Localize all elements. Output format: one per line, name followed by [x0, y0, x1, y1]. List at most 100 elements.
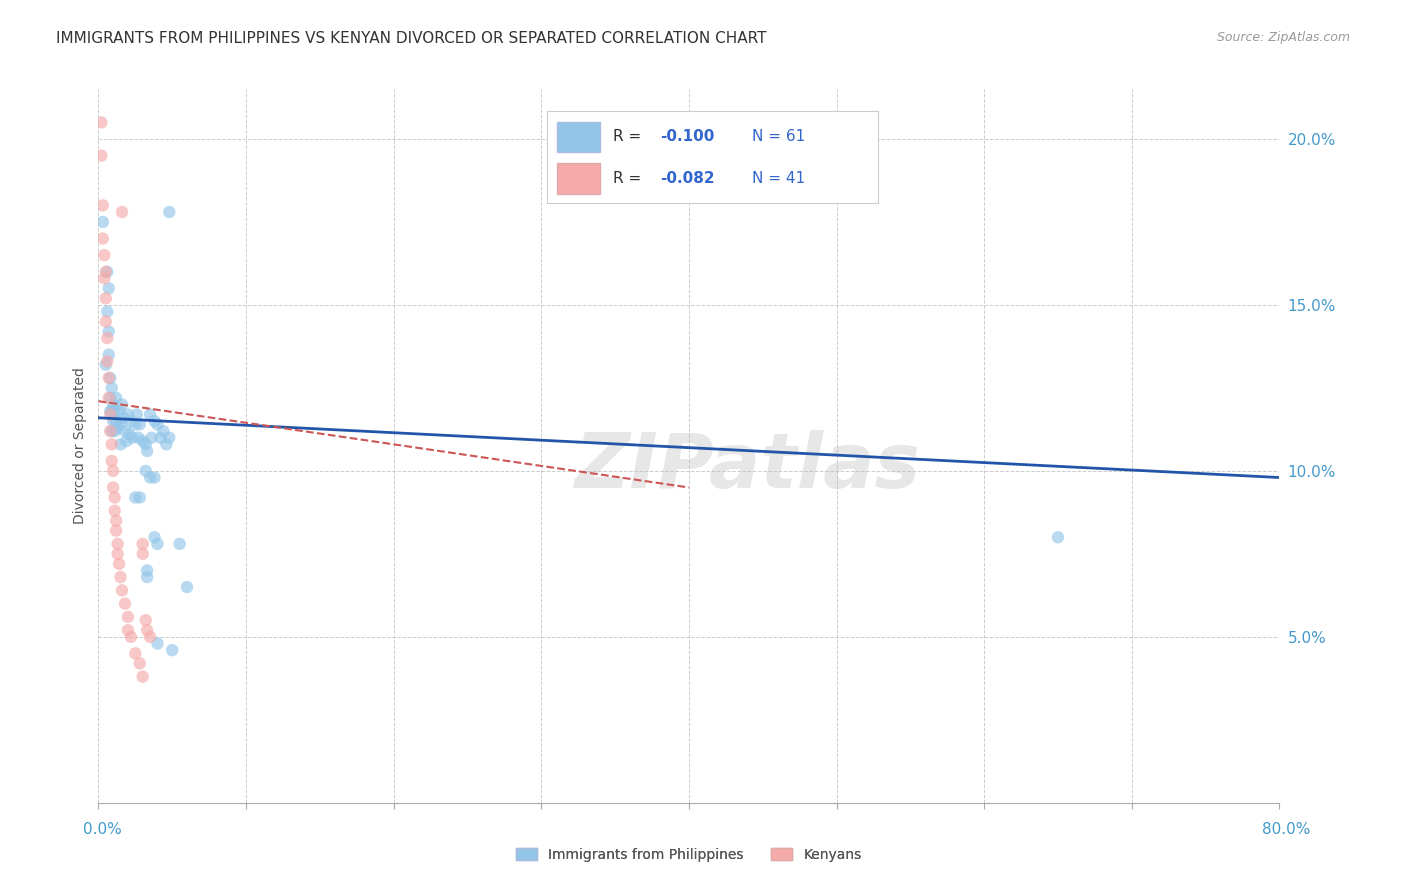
Point [132, 670, 155, 684]
Point [143, 530, 166, 544]
Point [146, 537, 169, 551]
Point [97, 325, 120, 339]
Point [115, 434, 138, 448]
Point [104, 504, 127, 518]
Point [128, 417, 150, 432]
Point [114, 424, 136, 438]
Point [91, 231, 114, 245]
Point [146, 417, 169, 432]
Point [100, 424, 122, 438]
Point [118, 427, 141, 442]
Point [111, 583, 134, 598]
Point [117, 610, 139, 624]
Text: R =: R = [613, 171, 647, 186]
Point [125, 408, 148, 422]
Point [107, 537, 129, 551]
Point [162, 643, 183, 657]
Point [108, 557, 131, 571]
Point [124, 491, 146, 505]
Point [103, 481, 125, 495]
Point [128, 491, 150, 505]
Point [96, 331, 118, 345]
Text: N = 61: N = 61 [752, 129, 806, 145]
Point [132, 434, 155, 448]
Text: -0.082: -0.082 [659, 171, 714, 186]
Point [139, 470, 162, 484]
Point [97, 391, 120, 405]
Point [139, 408, 162, 422]
Text: 0.0%: 0.0% [83, 822, 122, 837]
Point [124, 417, 146, 432]
Point [107, 547, 129, 561]
Point [108, 404, 131, 418]
Point [105, 514, 128, 528]
Y-axis label: Divorced or Separated: Divorced or Separated [73, 368, 87, 524]
Point [96, 304, 118, 318]
Point [96, 354, 118, 368]
Point [98, 408, 121, 422]
Point [146, 636, 169, 650]
Point [136, 444, 159, 458]
Point [136, 564, 159, 578]
Point [98, 371, 121, 385]
Point [157, 205, 180, 219]
Point [98, 404, 121, 418]
Point [169, 537, 191, 551]
Point [105, 391, 128, 405]
Text: 80.0%: 80.0% [1263, 822, 1310, 837]
Point [176, 580, 198, 594]
Point [97, 281, 120, 295]
Point [90, 148, 112, 162]
Point [98, 424, 121, 438]
Point [135, 437, 157, 451]
Point [94, 265, 117, 279]
Point [127, 431, 149, 445]
Point [103, 464, 125, 478]
Point [91, 198, 114, 212]
Point [120, 414, 142, 428]
Point [97, 348, 120, 362]
Point [124, 647, 146, 661]
Text: IMMIGRANTS FROM PHILIPPINES VS KENYAN DIVORCED OR SEPARATED CORRELATION CHART: IMMIGRANTS FROM PHILIPPINES VS KENYAN DI… [56, 31, 766, 46]
Point [128, 657, 150, 671]
Text: -0.100: -0.100 [659, 129, 714, 145]
FancyBboxPatch shape [557, 121, 600, 153]
Point [112, 410, 135, 425]
Point [114, 597, 136, 611]
Point [104, 424, 127, 438]
Point [117, 408, 139, 422]
Point [103, 414, 125, 428]
Point [93, 248, 115, 262]
Point [157, 431, 180, 445]
Point [152, 424, 174, 438]
Point [136, 570, 159, 584]
Point [94, 314, 117, 328]
Point [121, 431, 143, 445]
Point [155, 437, 177, 451]
Point [104, 404, 127, 418]
Text: N = 41: N = 41 [752, 171, 806, 186]
Point [111, 205, 134, 219]
Point [136, 624, 159, 638]
Point [98, 391, 121, 405]
Point [110, 570, 132, 584]
Point [111, 397, 134, 411]
Text: R =: R = [613, 129, 647, 145]
Point [105, 524, 128, 538]
Point [110, 437, 132, 451]
Point [135, 613, 157, 627]
Point [120, 630, 142, 644]
Point [103, 397, 125, 411]
Point [143, 470, 166, 484]
Point [94, 358, 117, 372]
Point [100, 437, 122, 451]
Point [97, 371, 120, 385]
Point [117, 624, 139, 638]
Point [107, 421, 129, 435]
Point [1046, 530, 1069, 544]
Point [104, 491, 127, 505]
Point [149, 431, 172, 445]
FancyBboxPatch shape [557, 163, 600, 194]
Point [135, 464, 157, 478]
Point [90, 115, 112, 129]
